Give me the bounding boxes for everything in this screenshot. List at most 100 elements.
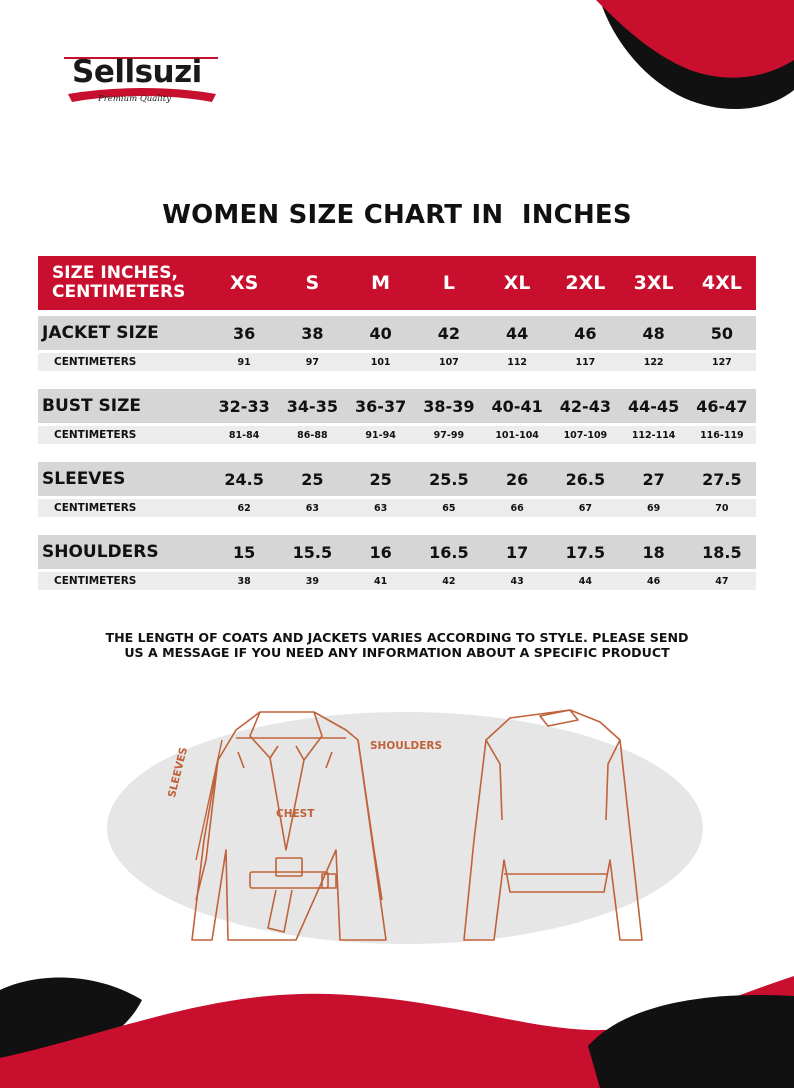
inch-value: 16.5 [429, 542, 469, 562]
cm-value: 107-109 [563, 429, 608, 441]
inch-value: 24.5 [224, 469, 264, 489]
centimeter-row: CENTIMETERS 62 63 63 65 66 67 69 70 [38, 499, 756, 517]
size-header-xl: XL [503, 272, 531, 294]
inch-value: 36 [232, 323, 256, 343]
brand-logo: Sellsuzi Premium Quality [62, 52, 220, 112]
inch-value: 48 [642, 323, 665, 343]
inch-value: 36-37 [355, 396, 407, 416]
inch-value: 17.5 [565, 542, 606, 562]
shoulders-measure-label: SHOULDERS [370, 740, 443, 752]
cm-value: 112 [507, 356, 528, 368]
header-label: SIZE INCHES, CENTIMETERS [52, 263, 186, 302]
group-spacer [38, 371, 756, 383]
cm-value: 67 [578, 502, 592, 514]
chest-measure-label: CHEST [276, 808, 315, 820]
inch-value: 32-33 [218, 396, 270, 416]
measure-row: SHOULDERS 15 15.5 16 16.5 17 17.5 18 18.5 [38, 535, 756, 569]
group-spacer [38, 517, 756, 529]
inch-value: 16 [369, 542, 392, 562]
inch-value: 26 [505, 469, 529, 489]
cm-value: 44 [578, 575, 592, 587]
cm-value: 41 [374, 575, 388, 587]
cm-value: 69 [647, 502, 661, 514]
cm-value: 116-119 [700, 429, 744, 441]
bottom-left-black-swoosh [0, 977, 142, 1065]
measure-row: JACKET SIZE 36 38 40 42 44 46 48 50 [38, 316, 756, 350]
bottom-right-black-swoosh [588, 994, 794, 1088]
cm-value: 63 [305, 502, 319, 514]
inch-value: 18 [642, 542, 665, 562]
centimeter-label: CENTIMETERS [54, 502, 137, 514]
inch-value: 27.5 [702, 469, 742, 489]
group-spacer [38, 444, 756, 456]
table-header-row: SIZE INCHES, CENTIMETERS XS S M L XL 2XL 3XL 4XL [38, 256, 756, 310]
cm-value: 42 [442, 575, 456, 587]
inch-value: 18.5 [702, 542, 742, 562]
inch-value: 42 [437, 323, 460, 343]
size-header-s: S [305, 272, 320, 294]
brand-tagline: Premium Quality [98, 94, 171, 104]
size-header-4xl: 4XL [701, 272, 742, 294]
note-line-2: US A MESSAGE IF YOU NEED ANY INFORMATION… [124, 645, 670, 660]
inch-value: 50 [710, 323, 733, 343]
centimeter-row: CENTIMETERS 81-84 86-88 91-94 97-99 101-104 10… [38, 426, 756, 444]
cm-value: 62 [237, 502, 251, 514]
cm-value: 97 [305, 356, 319, 368]
inch-value: 40-41 [491, 396, 543, 416]
brand-name: Sellsuzi [72, 54, 202, 90]
cm-value: 91 [237, 356, 251, 368]
cm-value: 65 [442, 502, 456, 514]
cm-value: 81-84 [228, 429, 260, 441]
inch-value: 38 [301, 323, 324, 343]
cm-value: 91-94 [365, 429, 396, 441]
centimeter-label: CENTIMETERS [54, 575, 137, 587]
inch-value: 44-45 [628, 396, 680, 416]
cm-value: 117 [575, 356, 596, 368]
cm-value: 86-88 [297, 429, 328, 441]
inch-value: 38-39 [423, 396, 475, 416]
centimeter-label: CENTIMETERS [54, 356, 137, 368]
jacket-back-sketch-icon [463, 709, 643, 941]
measure-row: BUST SIZE 32-33 34-35 36-37 38-39 40-41 42-43 4… [38, 389, 756, 423]
inch-value: 40 [369, 323, 392, 343]
cm-value: 46 [647, 575, 661, 587]
inch-value: 46-47 [696, 396, 748, 416]
inch-value: 15.5 [292, 542, 333, 562]
cm-value: 66 [510, 502, 524, 514]
size-header-2xl: 2XL [565, 272, 606, 294]
cm-value: 38 [237, 575, 251, 587]
cm-value: 63 [374, 502, 388, 514]
inch-value: 42-43 [559, 396, 611, 416]
measure-label: SLEEVES [42, 469, 126, 489]
inch-value: 25 [301, 469, 324, 489]
inch-value: 17 [505, 542, 529, 562]
jacket-measurement-illustration: SHOULDERS SLEEVES CHEST [100, 700, 710, 960]
size-note: THE LENGTH OF COATS AND JACKETS VARIES A… [0, 630, 794, 660]
inch-value: 46 [574, 323, 597, 343]
inch-value: 25.5 [429, 469, 469, 489]
size-header-xs: XS [229, 272, 259, 294]
cm-value: 107 [438, 356, 459, 368]
cm-value: 101-104 [495, 429, 539, 441]
measure-row: SLEEVES 24.5 25 25 25.5 26 26.5 27 27.5 [38, 462, 756, 496]
measure-lines [195, 737, 346, 861]
inch-value: 26.5 [565, 469, 606, 489]
centimeter-row: CENTIMETERS 38 39 41 42 43 44 46 47 [38, 572, 756, 590]
cm-value: 97-99 [433, 429, 465, 441]
cm-value: 39 [305, 575, 319, 587]
inch-value: 15 [232, 542, 256, 562]
note-line-1: THE LENGTH OF COATS AND JACKETS VARIES A… [105, 630, 689, 645]
cm-value: 47 [715, 575, 729, 587]
centimeter-row: CENTIMETERS 91 97 101 107 112 117 122 127 [38, 353, 756, 371]
inch-value: 44 [505, 323, 529, 343]
size-chart-table: SIZE INCHES, CENTIMETERS XS S M L XL 2XL 3XL 4XL… [38, 256, 756, 590]
measure-label: JACKET SIZE [42, 323, 159, 343]
background-ellipse [107, 712, 703, 944]
measure-label: BUST SIZE [42, 396, 142, 416]
cm-value: 101 [370, 356, 391, 368]
cm-value: 43 [510, 575, 524, 587]
logo-ribbon-icon [64, 57, 218, 102]
inch-value: 25 [369, 469, 392, 489]
centimeter-label: CENTIMETERS [54, 429, 137, 441]
